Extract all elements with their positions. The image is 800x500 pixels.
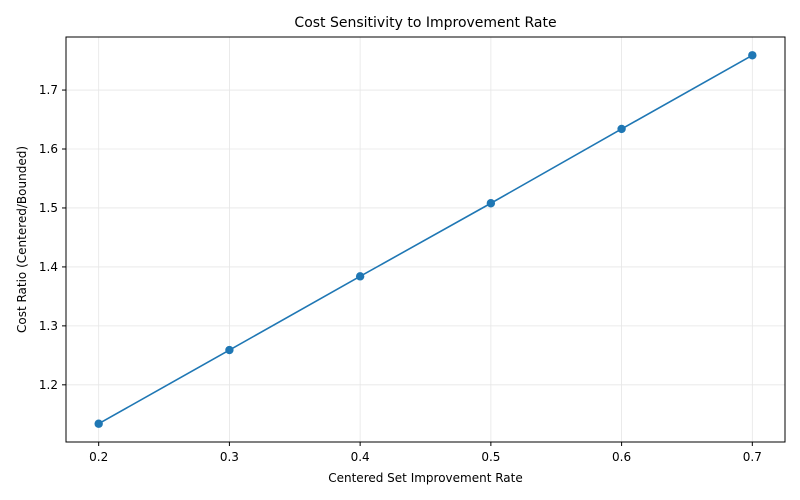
data-point <box>617 124 626 134</box>
series-layer <box>94 51 757 428</box>
y-tick-label: 1.4 <box>39 260 58 274</box>
y-tick-label: 1.7 <box>39 83 58 97</box>
plot-area-frame <box>65 36 786 443</box>
y-axis-label: Cost Ratio (Centered/Bounded) <box>15 146 29 333</box>
axis-ticks: 0.2 0.3 0.4 0.5 0.6 0.7 1.2 1.3 1.4 1.5 1.6 1.7 <box>39 83 762 464</box>
series-line <box>98 54 753 425</box>
x-tick-label: 0.7 <box>743 450 762 464</box>
x-tick-label: 0.6 <box>612 450 631 464</box>
x-axis-label: Centered Set Improvement Rate <box>328 471 523 485</box>
x-tick-label: 0.5 <box>481 450 500 464</box>
y-tick-label: 1.3 <box>39 319 58 333</box>
data-point <box>486 199 496 208</box>
x-tick-label: 0.4 <box>351 450 370 464</box>
data-point <box>748 51 757 60</box>
y-tick-label: 1.5 <box>39 201 58 215</box>
y-tick-label: 1.2 <box>39 378 58 392</box>
y-tick-label: 1.6 <box>39 142 58 156</box>
data-point <box>94 419 103 428</box>
data-point <box>225 345 234 355</box>
data-point <box>355 272 365 281</box>
grid-lines <box>66 37 785 442</box>
x-tick-label: 0.3 <box>220 450 239 464</box>
x-tick-label: 0.2 <box>89 450 108 464</box>
chart-title: Cost Sensitivity to Improvement Rate <box>294 15 556 31</box>
